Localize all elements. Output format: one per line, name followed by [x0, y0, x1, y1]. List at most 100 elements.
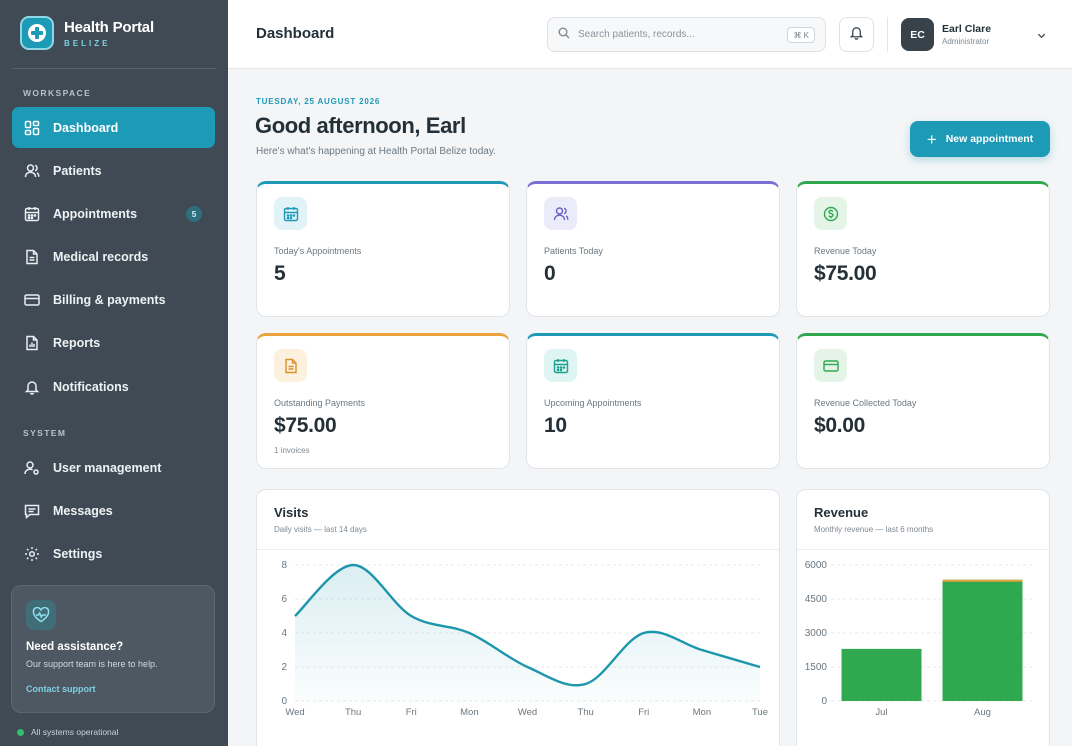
- revenue-bar: [841, 648, 922, 701]
- sidebar-divider: [12, 68, 216, 69]
- visits-subtitle: Daily visits — last 14 days: [274, 525, 367, 534]
- gear-icon: [23, 545, 41, 563]
- user-gear-icon: [23, 459, 41, 477]
- bell-icon: [849, 25, 864, 45]
- current-date: TUESDAY, 25 AUGUST 2026: [256, 97, 381, 106]
- user-icon: [23, 162, 41, 180]
- stat-card-upcoming-appointments[interactable]: Upcoming Appointments 10: [526, 333, 780, 469]
- sidebar-item-messages[interactable]: Messages: [12, 490, 215, 531]
- sidebar-item-label: Medical records: [53, 249, 149, 264]
- system-status: All systems operational: [17, 727, 118, 737]
- sidebar-item-patients[interactable]: Patients: [12, 150, 215, 191]
- sidebar-item-label: Dashboard: [53, 120, 119, 135]
- visits-panel: Visits Daily visits — last 14 days 0 2 4 6 8…: [256, 489, 780, 746]
- help-title: Need assistance?: [26, 641, 124, 653]
- message-icon: [23, 502, 41, 520]
- stat-card-revenue-collected-today[interactable]: Revenue Collected Today $0.00: [796, 333, 1050, 469]
- y-tick-label: 6: [281, 594, 287, 605]
- visits-area: [295, 565, 760, 701]
- sidebar-item-appointments[interactable]: Appointments 5: [12, 193, 215, 234]
- y-tick-label: 2: [281, 662, 287, 673]
- user-name[interactable]: Earl Clare: [942, 23, 992, 35]
- stat-card-todays-appointments[interactable]: Today's Appointments 5: [256, 181, 510, 317]
- section-label-system: SYSTEM: [23, 428, 67, 438]
- stat-label: Revenue Collected Today: [814, 398, 917, 408]
- help-card: Need assistance? Our support team is her…: [11, 585, 215, 713]
- panel-divider: [797, 549, 1049, 550]
- visits-line-chart: 0 2 4 6 8 Wed Thu Fri Mon Wed Thu Fri Mon Tue: [281, 560, 768, 718]
- stat-value: 0: [544, 262, 556, 285]
- stat-card-revenue-today[interactable]: Revenue Today $75.00: [796, 181, 1050, 317]
- y-tick-label: 6000: [805, 560, 828, 571]
- search-input[interactable]: [578, 29, 768, 40]
- grid-icon: [23, 119, 41, 137]
- stat-label: Revenue Today: [814, 246, 877, 256]
- bell-icon: [23, 378, 41, 396]
- credit-card-icon: [23, 291, 41, 309]
- calendar-icon: [544, 349, 577, 382]
- page-title: Dashboard: [256, 25, 335, 42]
- sidebar-item-reports[interactable]: Reports: [12, 322, 215, 363]
- sidebar-item-label: Notifications: [53, 379, 129, 394]
- sidebar-item-label: User management: [53, 460, 162, 475]
- stat-label: Upcoming Appointments: [544, 398, 642, 408]
- contact-support-link[interactable]: Contact support: [26, 684, 96, 694]
- sidebar-item-medical-records[interactable]: Medical records: [12, 236, 215, 277]
- status-dot-icon: [17, 728, 24, 736]
- x-tick-label: Aug: [974, 707, 991, 718]
- help-text: Our support team is here to help.: [26, 659, 158, 669]
- sidebar-item-notifications[interactable]: Notifications: [12, 366, 215, 407]
- report-icon: [23, 334, 41, 352]
- sidebar-item-dashboard[interactable]: Dashboard: [12, 107, 215, 148]
- y-tick-label: 4: [281, 628, 287, 639]
- sidebar-item-billing[interactable]: Billing & payments: [12, 279, 215, 320]
- heart-pulse-icon: [26, 600, 56, 630]
- section-label-workspace: WORKSPACE: [23, 88, 92, 98]
- notifications-button[interactable]: [839, 17, 874, 52]
- chevron-down-icon[interactable]: [1036, 28, 1047, 46]
- greeting-subtitle: Here's what's happening at Health Portal…: [256, 146, 496, 157]
- invoice-icon: [274, 349, 307, 382]
- new-appointment-label: New appointment: [945, 133, 1034, 145]
- stat-card-patients-today[interactable]: Patients Today 0: [526, 181, 780, 317]
- new-appointment-button[interactable]: + New appointment: [910, 121, 1050, 157]
- revenue-title: Revenue: [814, 505, 869, 520]
- panel-divider: [257, 549, 779, 550]
- plus-icon: +: [926, 129, 937, 149]
- y-tick-label: 3000: [805, 628, 828, 639]
- stat-card-outstanding-payments[interactable]: Outstanding Payments $75.00 1 invoices: [256, 333, 510, 469]
- search-box[interactable]: ⌘ K: [547, 17, 826, 52]
- revenue-bar-cap: [942, 579, 1023, 582]
- user-role: Administrator: [942, 37, 990, 46]
- sidebar-item-label: Settings: [53, 546, 103, 561]
- sidebar-item-label: Appointments: [53, 206, 138, 221]
- revenue-bar-chart: 0 1500 3000 4500 6000 Jul Aug: [805, 560, 1033, 718]
- x-tick-label: Fri: [638, 707, 649, 718]
- stat-label: Outstanding Payments: [274, 398, 366, 408]
- visits-title: Visits: [274, 505, 309, 520]
- sidebar-item-user-management[interactable]: User management: [12, 447, 215, 488]
- sidebar-item-settings[interactable]: Settings: [12, 533, 215, 574]
- y-tick-label: 8: [281, 560, 287, 571]
- x-tick-label: Fri: [406, 707, 417, 718]
- x-tick-label: Jul: [875, 707, 887, 718]
- brand-name: Health Portal: [64, 18, 154, 36]
- x-tick-label: Thu: [345, 707, 361, 718]
- brand[interactable]: Health Portal BELIZE: [20, 16, 154, 50]
- x-tick-label: Wed: [518, 707, 537, 718]
- stat-value: $0.00: [814, 414, 866, 437]
- sidebar: Health Portal BELIZE WORKSPACE Dashboard…: [0, 0, 228, 746]
- x-tick-label: Thu: [577, 707, 593, 718]
- y-tick-label: 4500: [805, 594, 828, 605]
- y-tick-label: 0: [281, 696, 287, 707]
- stat-value: 5: [274, 262, 286, 285]
- stat-value: $75.00: [814, 262, 877, 285]
- revenue-panel: Revenue Monthly revenue — last 6 months …: [796, 489, 1050, 746]
- revenue-subtitle: Monthly revenue — last 6 months: [814, 525, 934, 534]
- sidebar-item-label: Reports: [53, 335, 101, 350]
- avatar[interactable]: EC: [901, 18, 934, 51]
- dollar-icon: [814, 197, 847, 230]
- system-status-text: All systems operational: [31, 727, 119, 737]
- y-tick-label: 1500: [805, 662, 828, 673]
- users-icon: [544, 197, 577, 230]
